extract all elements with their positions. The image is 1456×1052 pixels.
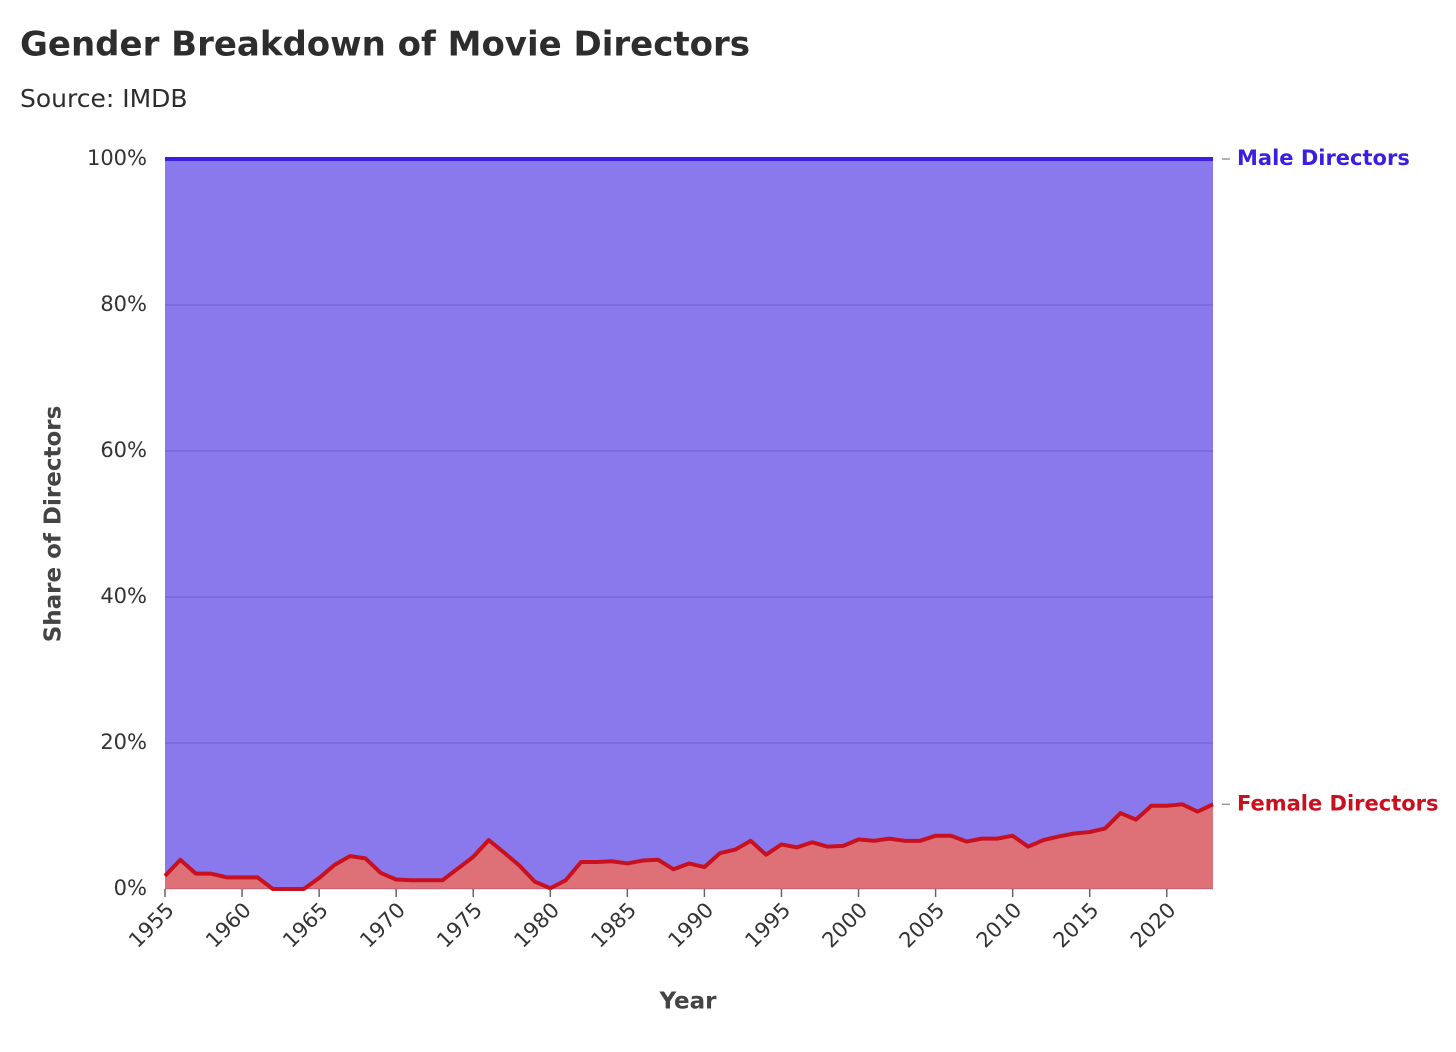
x-tick-label: 1955 <box>124 898 179 953</box>
area <box>165 804 1213 889</box>
chart-title: Gender Breakdown of Movie Directors <box>20 25 750 65</box>
x-tick-label: 2000 <box>818 898 873 953</box>
x-tick-label: 1965 <box>278 898 333 953</box>
y-axis-label: Share of Directors <box>41 406 67 643</box>
x-tick-label: 1970 <box>355 898 410 953</box>
line <box>163 802 1214 891</box>
y-tick-label: 20% <box>100 730 147 754</box>
x-tick-label: 1980 <box>509 898 564 953</box>
x-tick-label: 2010 <box>972 898 1027 953</box>
y-tick-label: 100% <box>87 146 147 170</box>
x-tick-label: 2015 <box>1049 898 1104 953</box>
area <box>165 159 1213 889</box>
x-axis-label: Year <box>658 989 717 1015</box>
x-tick-label: 2005 <box>895 898 950 953</box>
x-tick-label: 1960 <box>201 898 256 953</box>
x-tick-label: 1990 <box>663 898 718 953</box>
x-tick-label: 1985 <box>586 898 641 953</box>
x-tick-label: 1975 <box>432 898 487 953</box>
y-tick-label: 40% <box>100 584 147 608</box>
legend-label: Female Directors <box>1237 791 1439 815</box>
legend-label: Male Directors <box>1237 146 1410 170</box>
x-tick-label: 1995 <box>740 898 795 953</box>
x-tick-label: 2020 <box>1126 898 1181 953</box>
y-tick-label: 80% <box>100 292 147 316</box>
chart-subtitle: Source: IMDB <box>20 84 188 113</box>
y-tick-label: 60% <box>100 438 147 462</box>
y-tick-label: 0% <box>114 876 147 900</box>
